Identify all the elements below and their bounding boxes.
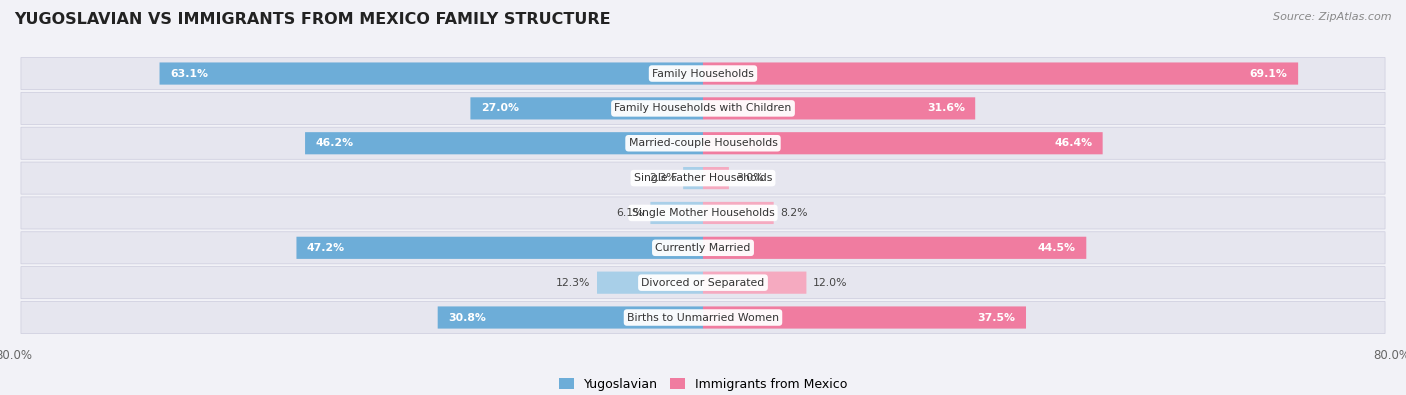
FancyBboxPatch shape xyxy=(159,62,703,85)
FancyBboxPatch shape xyxy=(297,237,703,259)
FancyBboxPatch shape xyxy=(21,301,1385,333)
Text: 3.0%: 3.0% xyxy=(735,173,763,183)
Text: 27.0%: 27.0% xyxy=(481,103,519,113)
FancyBboxPatch shape xyxy=(21,92,1385,124)
Text: 69.1%: 69.1% xyxy=(1250,69,1288,79)
FancyBboxPatch shape xyxy=(598,272,703,294)
Text: 12.0%: 12.0% xyxy=(813,278,848,288)
FancyBboxPatch shape xyxy=(437,307,703,329)
FancyBboxPatch shape xyxy=(21,162,1385,194)
Text: 46.4%: 46.4% xyxy=(1054,138,1092,148)
Text: 46.2%: 46.2% xyxy=(315,138,353,148)
Text: YUGOSLAVIAN VS IMMIGRANTS FROM MEXICO FAMILY STRUCTURE: YUGOSLAVIAN VS IMMIGRANTS FROM MEXICO FA… xyxy=(14,12,610,27)
Text: 37.5%: 37.5% xyxy=(977,312,1015,322)
FancyBboxPatch shape xyxy=(651,202,703,224)
Text: 31.6%: 31.6% xyxy=(927,103,965,113)
FancyBboxPatch shape xyxy=(305,132,703,154)
FancyBboxPatch shape xyxy=(21,197,1385,229)
Text: 6.1%: 6.1% xyxy=(616,208,644,218)
Text: Family Households with Children: Family Households with Children xyxy=(614,103,792,113)
Text: Family Households: Family Households xyxy=(652,69,754,79)
Text: 47.2%: 47.2% xyxy=(307,243,344,253)
FancyBboxPatch shape xyxy=(703,132,1102,154)
FancyBboxPatch shape xyxy=(703,167,728,189)
FancyBboxPatch shape xyxy=(703,202,773,224)
FancyBboxPatch shape xyxy=(21,127,1385,159)
FancyBboxPatch shape xyxy=(703,62,1298,85)
Text: Married-couple Households: Married-couple Households xyxy=(628,138,778,148)
FancyBboxPatch shape xyxy=(683,167,703,189)
Text: Source: ZipAtlas.com: Source: ZipAtlas.com xyxy=(1274,12,1392,22)
Text: 44.5%: 44.5% xyxy=(1038,243,1076,253)
Text: 2.3%: 2.3% xyxy=(648,173,676,183)
FancyBboxPatch shape xyxy=(21,267,1385,299)
Text: Divorced or Separated: Divorced or Separated xyxy=(641,278,765,288)
FancyBboxPatch shape xyxy=(703,307,1026,329)
FancyBboxPatch shape xyxy=(703,97,976,119)
Legend: Yugoslavian, Immigrants from Mexico: Yugoslavian, Immigrants from Mexico xyxy=(558,378,848,391)
Text: Single Mother Households: Single Mother Households xyxy=(631,208,775,218)
Text: Single Father Households: Single Father Households xyxy=(634,173,772,183)
FancyBboxPatch shape xyxy=(21,58,1385,90)
Text: Births to Unmarried Women: Births to Unmarried Women xyxy=(627,312,779,322)
Text: 30.8%: 30.8% xyxy=(449,312,486,322)
Text: 63.1%: 63.1% xyxy=(170,69,208,79)
Text: Currently Married: Currently Married xyxy=(655,243,751,253)
FancyBboxPatch shape xyxy=(21,232,1385,264)
FancyBboxPatch shape xyxy=(703,272,807,294)
FancyBboxPatch shape xyxy=(703,237,1087,259)
Text: 12.3%: 12.3% xyxy=(555,278,591,288)
FancyBboxPatch shape xyxy=(471,97,703,119)
Text: 8.2%: 8.2% xyxy=(780,208,808,218)
